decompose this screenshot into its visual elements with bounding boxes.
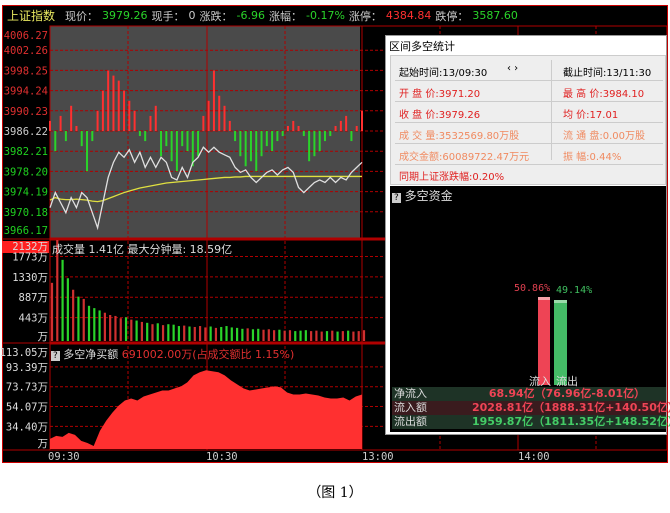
end-time: 截止时间:13/11:30 <box>563 68 652 79</box>
row-label: 净流入 <box>394 387 427 400</box>
intraday-chart[interactable]: 4006.27 4002.26 3998.25 3994.24 3990.23 3986.… <box>0 0 670 470</box>
panel-border <box>49 239 668 343</box>
volume-axis-label: 1773万 <box>12 252 48 264</box>
volume-axis-label: 1330万 <box>12 272 48 284</box>
figure-caption: （图 1） <box>307 485 363 501</box>
volume-axis-label: 443万 <box>19 313 48 325</box>
help-icon[interactable]: ? <box>392 193 401 203</box>
limit-down-value: 3587.60 <box>472 9 518 22</box>
netbuy-axis-label: 73.73万 <box>6 382 48 394</box>
inflow-bar <box>538 297 550 385</box>
fund-title: 多空资金 <box>404 189 453 203</box>
change-value: -6.96 <box>236 9 265 22</box>
volume-axis-label: 2132万 <box>12 241 48 253</box>
start-time: 起始时间:13/09:30 <box>399 68 488 79</box>
panel-border <box>49 25 668 239</box>
netbuy-title: 多空净买额 <box>63 348 119 361</box>
netbuy-area <box>50 370 362 449</box>
limit-up-value: 4384.84 <box>385 9 432 22</box>
netbuy-value: 691002.00万(占成交额比 1.15%) <box>121 348 295 361</box>
inflow-row: 流入额 2028.81亿（1888.31亿+140.50亿） <box>392 401 670 415</box>
fund-panel: ? 多空资金 50.86% 49.14% 流入 流出 净流入 68.94亿（76.… <box>390 186 670 432</box>
price-axis-label: 3974.19 <box>4 187 48 199</box>
limit-down-label: 跌停： <box>435 9 469 23</box>
price-axis-label: 3982.21 <box>4 146 48 158</box>
price-label: 现价： <box>65 9 99 23</box>
netbuy-axis-label: 34.40万 <box>6 421 48 433</box>
price-axis-label: 4006.27 <box>4 30 48 42</box>
price-axis-label: 3998.25 <box>4 65 48 77</box>
range-nav-arrows[interactable]: ‹ › <box>507 63 519 74</box>
average-price-line <box>49 175 362 203</box>
time-label: 10:30 <box>206 451 238 463</box>
outflow-label: 流出 <box>556 375 578 388</box>
quote-header: 上证指数 现价： 3979.26 现手： 0 涨跌： -6.96 涨幅： -0.17% … <box>3 6 667 25</box>
amount-stat: 成交金额:60089722.47万元 <box>399 152 530 163</box>
popup-title: 区间多空统计 <box>389 40 455 53</box>
price-axis-label: 3978.20 <box>4 166 48 178</box>
open-price: 开 盘 价:3971.20 <box>399 89 481 100</box>
price-axis-label: 3986.22 <box>4 126 48 138</box>
volume-axis-label: 887万 <box>19 292 48 304</box>
help-icon[interactable]: ? <box>51 351 60 361</box>
index-name: 上证指数 <box>7 9 56 23</box>
fund-title-row: ? 多空资金 <box>392 187 453 204</box>
netbuy-axis-label: 113.05万 <box>0 347 48 359</box>
float-shares: 流 通 盘:0.00万股 <box>563 131 645 142</box>
time-label: 09:30 <box>48 451 80 463</box>
pct-label: 涨幅： <box>268 9 302 23</box>
row-value: 1959.87亿（1811.35亿+148.52亿） <box>472 415 670 428</box>
netbuy-axis-label: 万 <box>38 438 49 450</box>
row-label: 流入额 <box>394 401 427 414</box>
volume-title: 成交量 1.41亿 最大分钟量: 18.59亿 <box>52 243 233 256</box>
row-label: 流出额 <box>394 415 427 428</box>
close-price: 收 盘 价:3979.26 <box>399 110 481 121</box>
netbuy-title-row: ? 多空净买额 691002.00万(占成交额比 1.15%) <box>51 346 294 362</box>
range-stats-popup[interactable]: 区间多空统计 起始时间:13/09:30 ‹ › 截止时间:13/11:30 开… <box>385 35 670 435</box>
netbuy-axis-label: 54.07万 <box>6 402 48 414</box>
netbuy-axis-label: 93.39万 <box>6 362 48 374</box>
price-axis-label: 3990.23 <box>4 106 48 118</box>
stats-table: 起始时间:13/09:30 ‹ › 截止时间:13/11:30 开 盘 价:39… <box>390 55 666 185</box>
avg-price: 均 价:17.01 <box>563 110 619 121</box>
time-label: 13:00 <box>362 451 394 463</box>
volume-stat: 成 交 量:3532569.80万股 <box>399 131 520 142</box>
volume-max-badge <box>2 241 49 253</box>
net-inflow-row: 净流入 68.94亿（76.96亿-8.01亿） <box>392 387 666 401</box>
sync-change: 同期上证涨跌幅:0.20% <box>399 172 505 183</box>
hand-value: 0 <box>188 9 196 22</box>
price-line <box>49 146 363 231</box>
inflow-label: 流入 <box>529 375 551 388</box>
hand-label: 现手： <box>151 9 185 23</box>
outflow-pct: 49.14% <box>556 285 593 296</box>
row-value: 2028.81亿（1888.31亿+140.50亿） <box>472 401 670 414</box>
volume-axis-label: 万 <box>38 331 49 343</box>
limit-up-label: 涨停： <box>348 9 382 23</box>
row-value: 68.94亿（76.96亿-8.01亿） <box>488 387 646 400</box>
amplitude: 振 幅:0.44% <box>563 152 622 163</box>
change-label: 涨跌： <box>199 9 233 23</box>
price-axis-label: 4002.26 <box>4 45 48 57</box>
price-axis-label: 3994.24 <box>4 86 48 98</box>
inflow-pct: 50.86% <box>514 283 551 294</box>
time-label: 14:00 <box>518 451 550 463</box>
pct-value: -0.17% <box>305 9 345 22</box>
outflow-bar <box>554 299 567 385</box>
price-axis-label: 3966.17 <box>4 225 48 237</box>
price-value: 3979.26 <box>102 9 148 22</box>
price-axis-label: 3970.18 <box>4 207 48 219</box>
outflow-row: 流出额 1959.87亿（1811.35亿+148.52亿） <box>392 415 670 429</box>
high-price: 最 高 价:3984.10 <box>563 89 645 100</box>
